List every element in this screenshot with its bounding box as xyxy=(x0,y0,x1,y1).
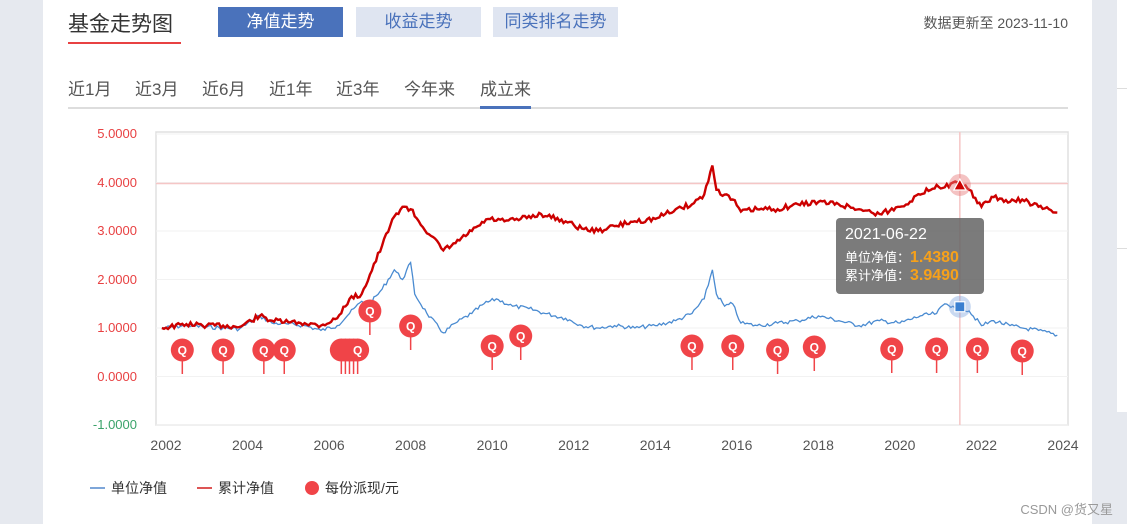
y-tick-label: 0.0000 xyxy=(97,368,137,384)
x-tick-label: 2022 xyxy=(965,437,998,453)
x-tick-label: 2018 xyxy=(802,437,834,453)
period-3m[interactable]: 近3月 xyxy=(135,80,179,99)
dividend-marker-icon[interactable]: Q xyxy=(399,314,423,351)
period-1m[interactable]: 近1月 xyxy=(68,80,112,99)
svg-text:Q: Q xyxy=(810,341,819,355)
dividend-marker-icon[interactable]: Q xyxy=(965,337,989,374)
dividend-marker-icon[interactable]: Q xyxy=(170,338,194,375)
dividend-marker-icon[interactable]: Q xyxy=(1010,339,1034,376)
svg-text:Q: Q xyxy=(259,344,268,358)
page-title: 基金走势图 xyxy=(68,13,173,36)
y-tick-label: 5.0000 xyxy=(97,126,137,141)
dividend-marker-icon[interactable]: Q xyxy=(925,337,949,374)
dividend-marker-icon[interactable]: Q xyxy=(346,338,370,375)
svg-text:Q: Q xyxy=(887,343,896,357)
legend-unit-nav[interactable]: 单位净值 xyxy=(90,478,167,498)
title-underline xyxy=(68,42,181,44)
tooltip-cum-label: 累计净值： xyxy=(845,268,911,283)
y-tick-label: 1.0000 xyxy=(97,320,137,335)
x-tick-label: 2012 xyxy=(558,437,590,453)
dividend-marker-icon[interactable]: Q xyxy=(480,334,504,371)
y-tick-label: 2.0000 xyxy=(97,271,137,287)
svg-text:Q: Q xyxy=(488,340,497,354)
y-tick-label: 4.0000 xyxy=(97,174,137,190)
dividend-marker-icon[interactable]: Q xyxy=(252,338,276,375)
tooltip-unit-value: 1.4380 xyxy=(910,249,959,266)
x-tick-label: 2004 xyxy=(231,437,264,453)
legend-dividend[interactable]: 每份派现/元 xyxy=(305,478,399,498)
legend-label: 每份派现/元 xyxy=(325,480,399,496)
x-tick-label: 2024 xyxy=(1047,437,1079,453)
x-tick-label: 2006 xyxy=(313,437,345,453)
svg-text:Q: Q xyxy=(406,320,415,334)
svg-text:Q: Q xyxy=(178,344,187,358)
dividend-marker-icon[interactable]: Q xyxy=(680,334,704,371)
cum-nav-line xyxy=(161,165,1058,331)
chart-tooltip: 2021-06-22 单位净值：1.4380 累计净值：3.9490 xyxy=(836,218,984,294)
tooltip-cum-value: 3.9490 xyxy=(910,267,959,284)
svg-text:Q: Q xyxy=(516,330,525,344)
dividend-marker-icon[interactable]: Q xyxy=(272,338,296,375)
svg-text:Q: Q xyxy=(932,343,941,357)
dividend-marker-icon[interactable]: Q xyxy=(880,337,904,374)
triangle-marker-icon xyxy=(952,177,967,191)
period-3y[interactable]: 近3年 xyxy=(336,80,380,99)
watermark: CSDN @货又星 xyxy=(1020,502,1113,517)
period-ytd[interactable]: 今年来 xyxy=(404,80,455,99)
period-since-inception[interactable]: 成立来 xyxy=(480,75,531,109)
legend-line-icon xyxy=(197,487,212,489)
x-tick-label: 2010 xyxy=(476,437,508,453)
dividend-marker-icon[interactable]: Q xyxy=(358,299,382,336)
svg-text:Q: Q xyxy=(218,344,227,358)
svg-text:Q: Q xyxy=(773,344,782,358)
dividend-marker-icon[interactable]: Q xyxy=(211,338,235,375)
svg-text:Q: Q xyxy=(728,340,737,354)
dividend-marker-icon[interactable]: Q xyxy=(509,324,533,361)
unit-nav-line xyxy=(161,260,1058,337)
x-tick-label: 2014 xyxy=(639,437,671,453)
dividend-marker-icon[interactable]: Q xyxy=(721,334,745,371)
y-tick-label: -1.0000 xyxy=(92,417,137,432)
legend-label: 单位净值 xyxy=(111,480,167,496)
svg-text:Q: Q xyxy=(687,340,696,354)
legend-cum-nav[interactable]: 累计净值 xyxy=(197,478,274,498)
tab-peer-rank-trend[interactable]: 同类排名走势 xyxy=(493,7,618,37)
tooltip-date: 2021-06-22 xyxy=(845,226,927,243)
x-tick-label: 2008 xyxy=(395,437,427,453)
period-selector: 近1月 近3月 近6月 近1年 近3年 今年来 成立来 xyxy=(68,75,1068,109)
tab-nav-trend[interactable]: 净值走势 xyxy=(218,7,343,37)
legend-dot-icon xyxy=(305,481,319,495)
period-6m[interactable]: 近6月 xyxy=(202,80,246,99)
svg-text:Q: Q xyxy=(353,344,362,358)
dividend-marker-icon[interactable]: Q xyxy=(766,338,790,375)
data-updated-date: 数据更新至 2023-11-10 xyxy=(923,15,1068,31)
x-tick-label: 2020 xyxy=(884,437,916,453)
square-marker-icon xyxy=(954,301,966,313)
x-tick-label: 2002 xyxy=(150,437,182,453)
period-1y[interactable]: 近1年 xyxy=(269,80,313,99)
dividend-marker-icon[interactable]: Q xyxy=(802,335,826,372)
svg-text:Q: Q xyxy=(365,305,374,319)
right-sidebar-edge xyxy=(1117,0,1127,524)
svg-text:Q: Q xyxy=(973,343,982,357)
svg-text:Q: Q xyxy=(1018,345,1027,359)
x-tick-label: 2016 xyxy=(721,437,753,453)
legend-line-icon xyxy=(90,487,105,489)
tab-return-trend[interactable]: 收益走势 xyxy=(356,7,481,37)
tooltip-unit-label: 单位净值： xyxy=(845,250,911,265)
legend-label: 累计净值 xyxy=(218,480,274,496)
svg-text:Q: Q xyxy=(280,344,289,358)
y-tick-label: 3.0000 xyxy=(97,223,137,238)
